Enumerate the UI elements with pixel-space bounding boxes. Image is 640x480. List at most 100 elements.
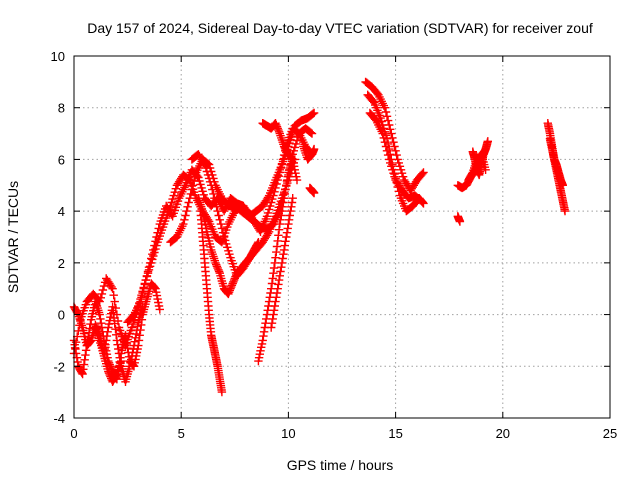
data-point: [127, 323, 137, 332]
data-point: [281, 237, 290, 246]
data-point: [97, 289, 107, 299]
data-point: [130, 337, 139, 346]
data-point: [271, 253, 280, 262]
data-point: [171, 184, 180, 193]
data-point: [222, 239, 231, 249]
data-point: [398, 172, 408, 181]
data-point: [203, 230, 212, 239]
x-tick-label: 5: [178, 426, 185, 441]
data-point: [481, 165, 490, 174]
data-point: [382, 112, 392, 121]
data-point: [168, 194, 177, 204]
data-point: [108, 284, 117, 293]
data-point: [291, 169, 300, 178]
data-point: [387, 129, 396, 138]
data-point: [419, 168, 428, 177]
data-point: [266, 201, 275, 211]
data-point: [212, 202, 221, 211]
data-point: [184, 198, 193, 207]
data-point: [306, 128, 316, 137]
y-tick-label: -4: [53, 411, 65, 426]
data-point: [217, 387, 227, 397]
data-point: [386, 158, 395, 168]
data-point: [309, 188, 319, 198]
data-point: [225, 250, 234, 259]
data-point: [380, 103, 390, 112]
data-point: [109, 291, 118, 300]
data-point: [113, 340, 122, 349]
data-point: [285, 138, 294, 148]
data-point: [385, 155, 394, 164]
data-point: [199, 190, 208, 199]
data-point: [96, 314, 105, 324]
data-series: [196, 206, 227, 397]
data-point: [377, 117, 386, 126]
data-point: [186, 189, 195, 199]
y-axis-label: SDTVAR / TECUs: [5, 181, 21, 293]
data-point: [170, 188, 179, 197]
data-point: [203, 159, 213, 168]
data-point: [125, 362, 134, 371]
data-point: [101, 340, 110, 349]
data-point: [81, 346, 91, 355]
data-point: [389, 138, 398, 147]
data-point: [418, 169, 427, 178]
data-point: [287, 132, 296, 141]
data-point: [99, 281, 109, 291]
data-point: [181, 211, 190, 220]
data-point: [276, 267, 285, 276]
data-point: [264, 205, 274, 214]
data-point: [289, 125, 298, 134]
data-series: [361, 77, 428, 195]
plot-frame: [73, 55, 611, 419]
data-point: [392, 150, 401, 160]
data-point: [380, 138, 390, 147]
data-point: [219, 232, 229, 242]
axis-ticks: 0 5 10 15 20 25 -4 -2 0 2 4 6 8 10: [51, 49, 618, 441]
data-point: [389, 169, 398, 178]
data-point: [117, 356, 126, 366]
data-point: [171, 203, 180, 212]
data-point: [74, 326, 83, 336]
data-point: [263, 208, 273, 218]
data-point: [204, 174, 214, 183]
data-point: [152, 291, 162, 300]
data-point: [307, 129, 317, 138]
data-point: [223, 243, 232, 252]
data-point: [202, 167, 212, 176]
x-tick-label: 15: [388, 426, 402, 441]
y-tick-label: 6: [58, 152, 65, 167]
data-point: [78, 369, 87, 379]
data-point: [73, 332, 82, 341]
data-series: [305, 183, 319, 198]
data-point: [209, 189, 218, 199]
data-point: [388, 133, 397, 143]
data-point: [395, 162, 405, 171]
data-point: [391, 146, 400, 155]
data-point: [95, 297, 104, 306]
data-point: [483, 137, 492, 146]
data-point: [290, 143, 299, 152]
data-point: [208, 185, 217, 194]
data-point: [112, 371, 121, 380]
data-point: [167, 198, 176, 207]
chart-title: Day 157 of 2024, Sidereal Day-to-day VTE…: [87, 20, 593, 36]
data-point: [137, 293, 146, 302]
y-tick-label: -2: [53, 359, 65, 374]
data-point: [112, 330, 121, 339]
data-point: [381, 142, 391, 151]
data-point: [213, 206, 222, 216]
x-tick-label: 10: [281, 426, 295, 441]
data-point: [180, 215, 189, 224]
data-point: [183, 202, 192, 211]
data-point: [148, 250, 157, 259]
y-tick-label: 0: [58, 308, 65, 323]
data-point: [383, 150, 393, 160]
data-series: [545, 134, 567, 190]
data-point: [98, 285, 108, 295]
data-point: [194, 173, 203, 182]
data-point: [558, 181, 567, 190]
data-point: [309, 108, 319, 118]
x-tick-label: 0: [70, 426, 77, 441]
data-point: [381, 107, 391, 117]
